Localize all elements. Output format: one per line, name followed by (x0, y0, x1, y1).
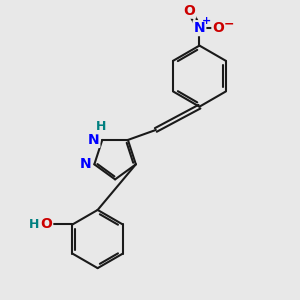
Text: N: N (80, 157, 92, 171)
Text: N: N (194, 21, 205, 35)
Text: H: H (96, 120, 106, 133)
Text: H: H (29, 218, 39, 231)
Text: −: − (224, 17, 235, 30)
Text: O: O (40, 218, 52, 232)
Text: O: O (212, 21, 224, 35)
Text: O: O (183, 4, 195, 18)
Text: +: + (202, 16, 212, 26)
Text: N: N (88, 133, 99, 147)
